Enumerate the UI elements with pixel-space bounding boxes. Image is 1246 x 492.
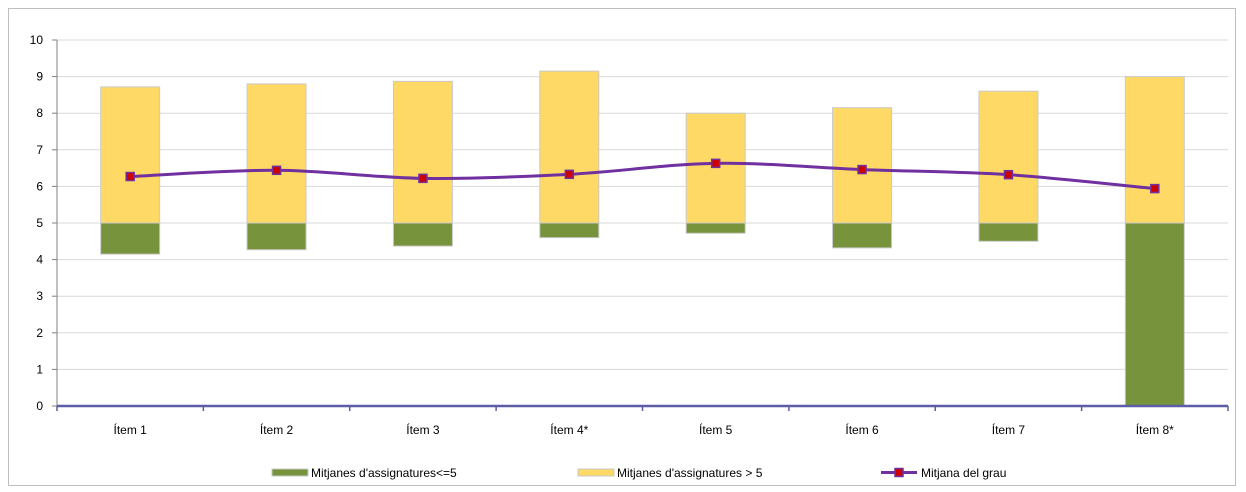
legend-marker-swatch: [894, 467, 904, 478]
legend: Mitjanes d'assignatures<=5 Mitjanes d'as…: [271, 466, 1006, 480]
average-marker: [1150, 183, 1160, 194]
bar-low: [685, 222, 746, 234]
bar-high: [539, 70, 600, 224]
bar-low: [392, 222, 453, 247]
average-marker: [857, 164, 867, 175]
bars: [100, 70, 1185, 407]
bar-low: [100, 222, 161, 255]
bar-high: [685, 112, 746, 224]
x-tick-label: Ítem 2: [260, 422, 294, 437]
legend-entry-line: Mitjana del grau: [881, 466, 1006, 480]
y-tick-label: 4: [36, 253, 43, 267]
bar-low: [539, 222, 600, 239]
average-marker: [271, 165, 282, 176]
y-tick-label: 8: [36, 106, 43, 120]
average-marker: [564, 169, 575, 180]
average-marker: [710, 158, 721, 169]
average-marker: [418, 173, 428, 184]
average-line: [125, 158, 1160, 194]
gridlines: [57, 39, 1228, 370]
y-tick-label: 0: [36, 399, 43, 413]
y-tick-label: 3: [36, 289, 43, 303]
legend-swatch-low: [271, 468, 309, 477]
x-tick-label: Ítem 5: [699, 422, 733, 437]
bar-low: [246, 222, 307, 251]
y-tick-label: 6: [36, 179, 43, 193]
bar-high: [246, 83, 307, 224]
y-tick-label: 2: [36, 326, 43, 340]
legend-swatch-high: [577, 468, 615, 477]
x-tick-label: Ítem 1: [114, 422, 148, 437]
x-tick-label: Ítem 4*: [550, 422, 588, 437]
y-tick-label: 5: [36, 216, 43, 230]
bar-low: [978, 222, 1039, 242]
bar-low: [1124, 222, 1185, 407]
legend-label-line: Mitjana del grau: [921, 466, 1006, 480]
legend-entry-low: Mitjanes d'assignatures<=5: [271, 466, 457, 480]
x-tick-label: Ítem 7: [992, 422, 1026, 437]
x-tick-label: Ítem 6: [845, 422, 879, 437]
y-tick-label: 1: [36, 362, 43, 376]
bar-low: [832, 222, 893, 249]
x-tick-label: Ítem 8*: [1136, 422, 1174, 437]
legend-label-low: Mitjanes d'assignatures<=5: [311, 466, 457, 480]
average-marker: [125, 171, 135, 182]
axes: 0 1 2 3 4 5 6 7 8 9 10 Ítem 1 Ítem 2 Ítem 3 Ítem 4* Íte…: [30, 33, 1229, 437]
y-tick-label: 10: [30, 33, 44, 47]
bar-high: [100, 86, 161, 224]
y-tick-label: 7: [36, 143, 43, 157]
bar-high: [978, 90, 1039, 224]
average-marker: [1003, 169, 1014, 180]
x-tick-label: Ítem 3: [406, 422, 440, 437]
y-tick-label: 9: [36, 70, 43, 84]
legend-entry-high: Mitjanes d'assignatures > 5: [577, 466, 763, 480]
legend-label-high: Mitjanes d'assignatures > 5: [617, 466, 763, 480]
average-line-path: [130, 161, 1155, 191]
bar-high: [1124, 76, 1185, 224]
bar-high: [392, 80, 453, 224]
